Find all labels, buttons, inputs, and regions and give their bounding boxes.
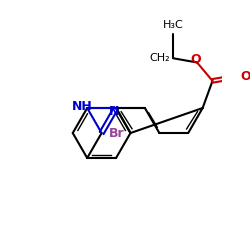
Text: NH: NH [72, 100, 93, 112]
Text: O: O [240, 70, 250, 83]
Text: O: O [190, 53, 201, 66]
Text: H₃C: H₃C [163, 20, 184, 30]
Text: CH₂: CH₂ [150, 53, 170, 63]
Text: N: N [109, 105, 119, 118]
Text: Br: Br [109, 126, 124, 140]
